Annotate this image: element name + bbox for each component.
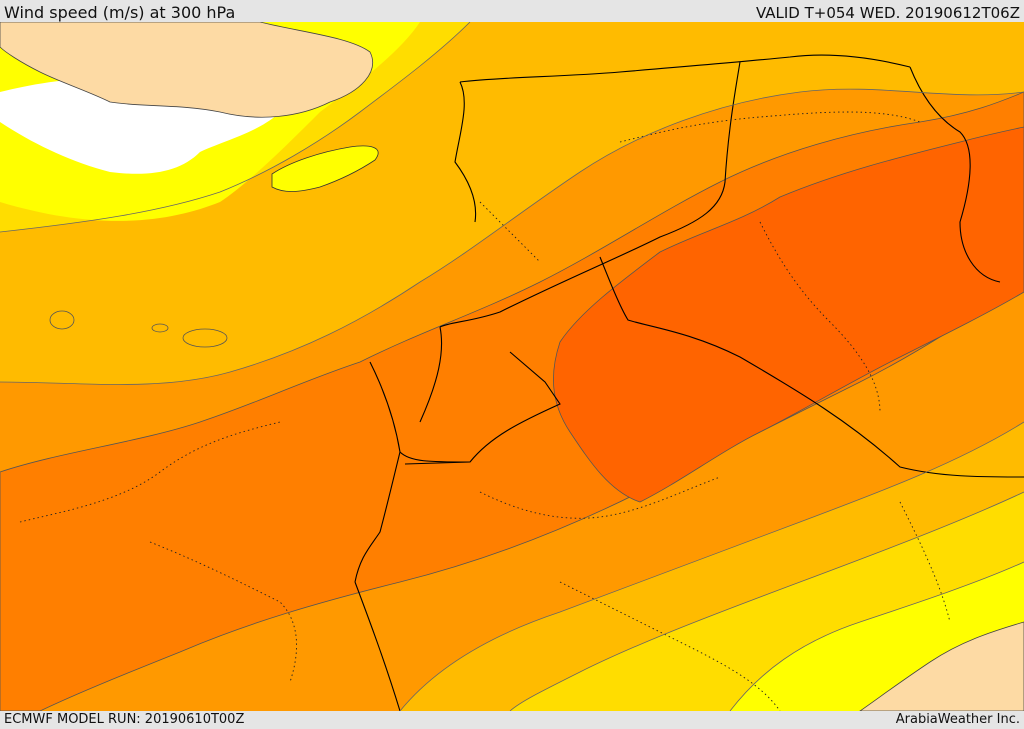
province-boundaries xyxy=(19,111,951,711)
island-cyprus xyxy=(271,145,379,192)
footer-bar xyxy=(0,711,1024,729)
lake-bardawil xyxy=(49,310,75,330)
map-title: Wind speed (m/s) at 300 hPa xyxy=(4,3,236,22)
credit: ArabiaWeather Inc. xyxy=(895,712,1020,727)
land-arabia-south xyxy=(859,621,1024,711)
land-turkey xyxy=(0,22,373,118)
wind-band-core xyxy=(553,126,1024,503)
delta-lake xyxy=(182,328,228,348)
model-run: ECMWF MODEL RUN: 20190610T00Z xyxy=(4,712,245,727)
coast-lake xyxy=(151,323,169,333)
national-borders xyxy=(354,54,1024,711)
header-bar xyxy=(0,0,1024,22)
valid-time: VALID T+054 WED. 20190612T06Z xyxy=(755,4,1020,22)
wind-contours xyxy=(0,22,1024,711)
wind-speed-map xyxy=(0,22,1024,711)
